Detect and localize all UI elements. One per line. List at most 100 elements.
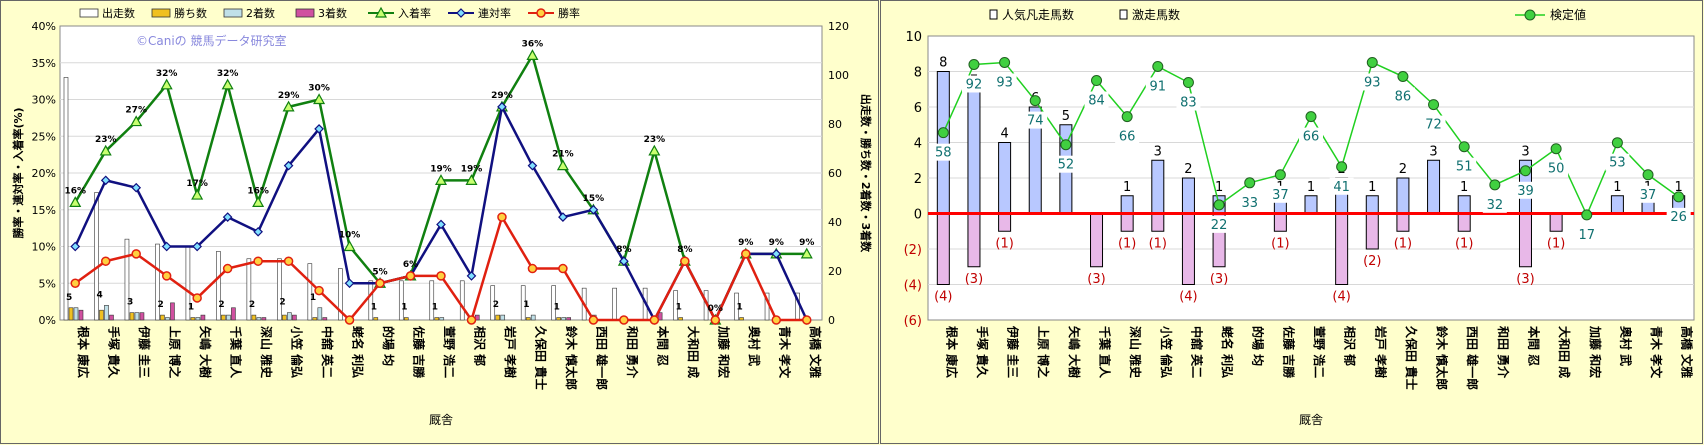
bar-3着数 bbox=[78, 309, 84, 321]
point-勝率 bbox=[710, 315, 721, 325]
point-検定値 bbox=[1581, 209, 1593, 221]
bar-出走数 bbox=[673, 290, 678, 321]
bar-出走数 bbox=[94, 192, 99, 321]
bar-2着数 bbox=[165, 317, 170, 321]
line-label-box bbox=[1084, 91, 1109, 109]
line-data-label: 39 bbox=[1517, 184, 1534, 199]
line-label-box bbox=[1299, 127, 1323, 145]
bar-出走数 bbox=[216, 251, 221, 321]
category-label: 的場 均 bbox=[381, 326, 396, 366]
bar-label-positive: 1 bbox=[1613, 180, 1621, 195]
legend-swatch bbox=[295, 8, 315, 18]
line-label-box bbox=[1390, 87, 1415, 105]
y-tick-label-right: 80 bbox=[828, 118, 842, 131]
bar-人気凡走馬数 bbox=[1396, 213, 1410, 232]
bar-2着数 bbox=[287, 312, 292, 321]
legend-label: 人気凡走馬数 bbox=[1002, 7, 1074, 22]
bar-激走馬数 bbox=[1304, 195, 1318, 214]
point-検定値 bbox=[1152, 60, 1164, 72]
line-data-label: 92 bbox=[966, 77, 983, 92]
bar-出走数 bbox=[63, 77, 69, 321]
category-label: 和田 勇介 bbox=[625, 325, 640, 379]
bar-勝ち数 bbox=[129, 312, 135, 321]
bar-label-negative: (1) bbox=[1547, 236, 1565, 251]
category-label: 高橋 文雅 bbox=[808, 326, 823, 378]
category-label: 根本 康広 bbox=[76, 326, 91, 378]
bar-勝ち数 bbox=[251, 314, 257, 321]
point-検定値 bbox=[999, 56, 1011, 68]
legend-label: 入着率 bbox=[398, 6, 431, 20]
legend-label: 勝ち数 bbox=[174, 6, 207, 20]
bar-勝ち数 bbox=[739, 317, 744, 321]
legend-label: 激走馬数 bbox=[1132, 7, 1180, 22]
bar-出走数 bbox=[520, 285, 526, 321]
point-検定値 bbox=[1060, 139, 1072, 151]
bar-勝ち数 bbox=[160, 314, 165, 321]
category-label: 中舘 英二 bbox=[1189, 326, 1204, 378]
legend-marker bbox=[374, 6, 388, 18]
category-label: 相沢 郁 bbox=[1343, 326, 1358, 366]
point-勝率 bbox=[161, 271, 172, 281]
bar-出走数 bbox=[734, 292, 739, 321]
rate-data-label: 32% bbox=[217, 69, 239, 79]
legend-swatch bbox=[151, 8, 171, 18]
category-label: 佐藤 吉勝 bbox=[412, 325, 427, 379]
wins-data-label: 3 bbox=[127, 298, 133, 308]
bar-出走数 bbox=[398, 280, 404, 321]
point-検定値 bbox=[1029, 95, 1041, 107]
bar-label-negative: (1) bbox=[1149, 236, 1167, 251]
bar-3着数 bbox=[139, 312, 145, 321]
line-label-box bbox=[1605, 153, 1630, 171]
x-axis-label: 厩舎 bbox=[1299, 413, 1323, 427]
category-label: 手塚 貴久 bbox=[107, 326, 122, 379]
point-検定値 bbox=[1244, 177, 1256, 189]
bar-3着数 bbox=[200, 314, 206, 321]
bar-人気凡走馬数 bbox=[1549, 213, 1563, 232]
bar-激走馬数 bbox=[967, 88, 981, 214]
line-data-label: 84 bbox=[1088, 94, 1105, 109]
wins-data-label: 5 bbox=[66, 293, 72, 303]
rate-data-label: 15% bbox=[583, 194, 605, 204]
category-label: 本間 忍 bbox=[1526, 326, 1541, 366]
y-tick-label-right: 120 bbox=[828, 20, 849, 33]
point-勝率 bbox=[70, 278, 80, 288]
point-検定値 bbox=[1121, 111, 1133, 123]
point-検定値 bbox=[1274, 169, 1286, 181]
y-tick-label: 10 bbox=[905, 30, 922, 45]
bar-人気凡走馬数 bbox=[1181, 213, 1195, 285]
bar-勝ち数 bbox=[99, 309, 104, 321]
category-label: 相沢 郁 bbox=[472, 326, 487, 366]
bar-勝ち数 bbox=[678, 317, 683, 321]
point-検定値 bbox=[1642, 169, 1654, 181]
bar-勝ち数 bbox=[312, 317, 318, 321]
rate-data-label: 29% bbox=[491, 91, 513, 101]
wins-data-label: 2 bbox=[493, 300, 499, 310]
point-勝率 bbox=[527, 263, 538, 274]
category-label: 伊藤 圭三 bbox=[1006, 325, 1021, 378]
bar-2着数 bbox=[73, 307, 79, 321]
point-検定値 bbox=[968, 58, 980, 70]
line-data-label: 51 bbox=[1456, 160, 1473, 175]
point-勝率 bbox=[375, 278, 385, 288]
rate-data-label: 29% bbox=[278, 91, 300, 101]
line-data-label: 66 bbox=[1119, 130, 1136, 145]
point-勝率 bbox=[466, 315, 477, 325]
point-検定値 bbox=[1550, 143, 1562, 155]
wins-data-label: 2 bbox=[249, 300, 255, 310]
point-入着率 bbox=[556, 159, 569, 171]
rate-data-label: 36% bbox=[522, 39, 544, 49]
bar-勝ち数 bbox=[190, 317, 196, 321]
bar-2着数 bbox=[256, 317, 262, 321]
wins-data-label: 1 bbox=[310, 293, 316, 303]
point-検定値 bbox=[937, 127, 949, 139]
rate-data-label: 16% bbox=[64, 186, 86, 196]
line-data-label: 93 bbox=[1364, 75, 1381, 90]
point-検定値 bbox=[1489, 179, 1501, 191]
y-axis-label-left: 勝率・連対率・入着率(%) bbox=[11, 107, 25, 238]
bar-出走数 bbox=[459, 280, 465, 321]
point-勝率 bbox=[497, 212, 507, 222]
category-label: 西田 雄一郎 bbox=[594, 326, 609, 390]
point-勝率 bbox=[619, 315, 629, 325]
bar-人気凡走馬数 bbox=[1365, 213, 1379, 250]
